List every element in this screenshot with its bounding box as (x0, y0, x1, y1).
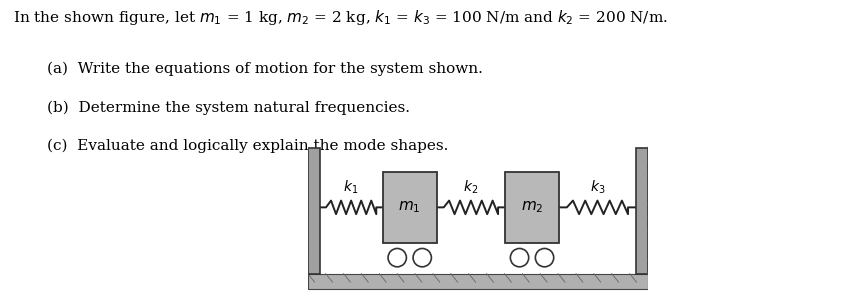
Text: $k_2$: $k_2$ (463, 179, 478, 196)
Text: $m_1$: $m_1$ (398, 200, 421, 215)
Text: $m_2$: $m_2$ (521, 200, 543, 215)
Text: $k_3$: $k_3$ (589, 179, 604, 196)
Text: (b)  Determine the system natural frequencies.: (b) Determine the system natural frequen… (47, 100, 410, 115)
Circle shape (388, 248, 406, 267)
Bar (308, 148, 320, 274)
Bar (308, 274, 647, 289)
Circle shape (509, 248, 528, 267)
Bar (382, 172, 436, 243)
Text: (a)  Write the equations of motion for the system shown.: (a) Write the equations of motion for th… (47, 61, 482, 76)
Text: In the shown figure, let $m_1$ = 1 kg, $m_2$ = 2 kg, $k_1$ = $k_3$ = 100 N/m and: In the shown figure, let $m_1$ = 1 kg, $… (13, 8, 667, 27)
Text: $k_1$: $k_1$ (343, 179, 359, 196)
Text: (c)  Evaluate and logically explain the mode shapes.: (c) Evaluate and logically explain the m… (47, 139, 448, 153)
Bar (635, 148, 647, 274)
Circle shape (535, 248, 553, 267)
Bar (504, 172, 559, 243)
Circle shape (412, 248, 431, 267)
